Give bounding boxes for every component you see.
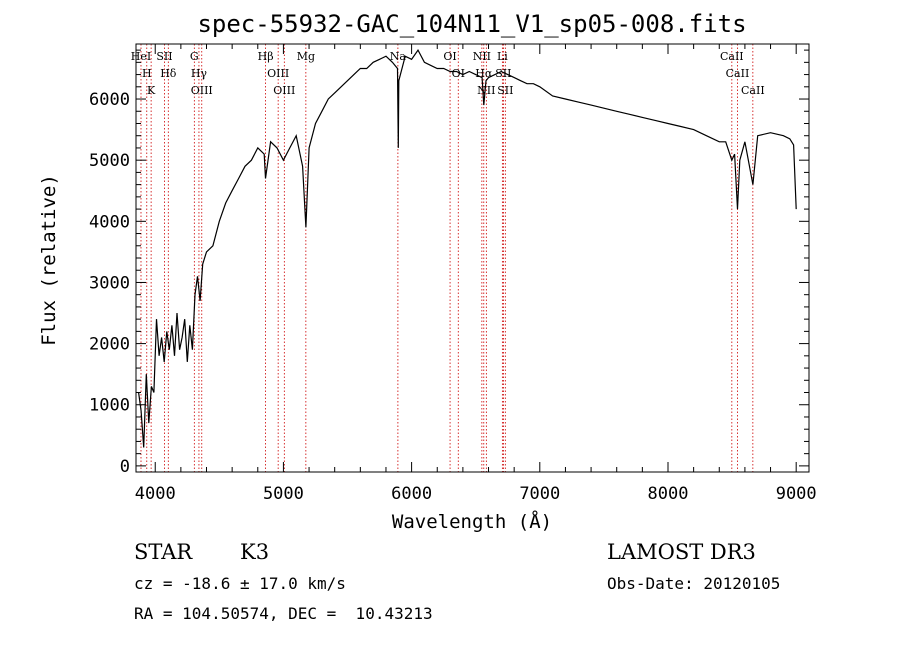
y-tick-label: 3000 [89, 273, 130, 293]
x-tick-label: 6000 [391, 484, 432, 504]
x-tick-label: 8000 [648, 484, 689, 504]
line-label: OIII [267, 67, 289, 80]
x-tick-label: 5000 [263, 484, 304, 504]
line-label: OIII [273, 84, 295, 97]
y-tick-label: 6000 [89, 90, 130, 110]
y-tick-label: 0 [120, 457, 130, 477]
chart-title: spec-55932-GAC_104N11_V1_sp05-008.fits [197, 10, 746, 38]
line-label: CaII [726, 67, 750, 80]
line-label: Hδ [160, 67, 177, 80]
line-label: CaII [720, 50, 744, 63]
y-axis-ticks: 0 1000 2000 3000 4000 5000 6000 [89, 49, 809, 477]
y-tick-label: 2000 [89, 335, 130, 355]
redshift-velocity: cz = -18.6 ± 17.0 km/s [134, 574, 346, 593]
line-label: Hα [475, 67, 493, 80]
ra-dec: RA = 104.50574, DEC = 10.43213 [134, 604, 433, 623]
line-label: Hβ [258, 50, 274, 63]
line-label: SII [156, 50, 172, 63]
flux-series-line [138, 48, 797, 448]
line-label: Li [497, 50, 508, 63]
line-label: G [190, 50, 199, 63]
y-tick-label: 4000 [89, 212, 130, 232]
line-label: HeI [131, 50, 151, 63]
y-tick-label: 1000 [89, 396, 130, 416]
survey-name: LAMOST DR3 [607, 540, 756, 564]
line-label: SII [495, 67, 511, 80]
line-label: H [142, 67, 152, 80]
object-subclass: K3 [240, 540, 270, 564]
plot-frame [135, 43, 810, 473]
line-label: K [147, 84, 156, 97]
x-tick-label: 9000 [776, 484, 817, 504]
x-tick-label: 7000 [519, 484, 560, 504]
line-label: OI [452, 67, 465, 80]
line-label: OIII [191, 84, 213, 97]
x-tick-label: 4000 [135, 484, 176, 504]
line-label: SII [497, 84, 513, 97]
observation-date: Obs-Date: 20120105 [607, 574, 781, 593]
y-axis-label: Flux (relative) [38, 174, 60, 346]
line-label: Na [390, 50, 407, 63]
y-tick-label: 5000 [89, 151, 130, 171]
line-label: Mg [297, 50, 315, 63]
spectral-line-labels: HeI HK SII Hδ G Hγ OIII Hβ OIII OIII Mg Na OI OI NII Hα… [131, 50, 765, 97]
line-label: NII [477, 84, 495, 97]
line-label: NII [473, 50, 491, 63]
spectral-line-markers [140, 44, 754, 472]
x-axis-ticks: 4000 5000 6000 7000 8000 9000 [135, 44, 817, 504]
line-label: Hγ [191, 67, 208, 80]
line-label: CaII [741, 84, 765, 97]
object-class: STAR [134, 540, 193, 564]
line-label: OI [443, 50, 456, 63]
x-axis-label: Wavelength (Å) [392, 510, 552, 533]
